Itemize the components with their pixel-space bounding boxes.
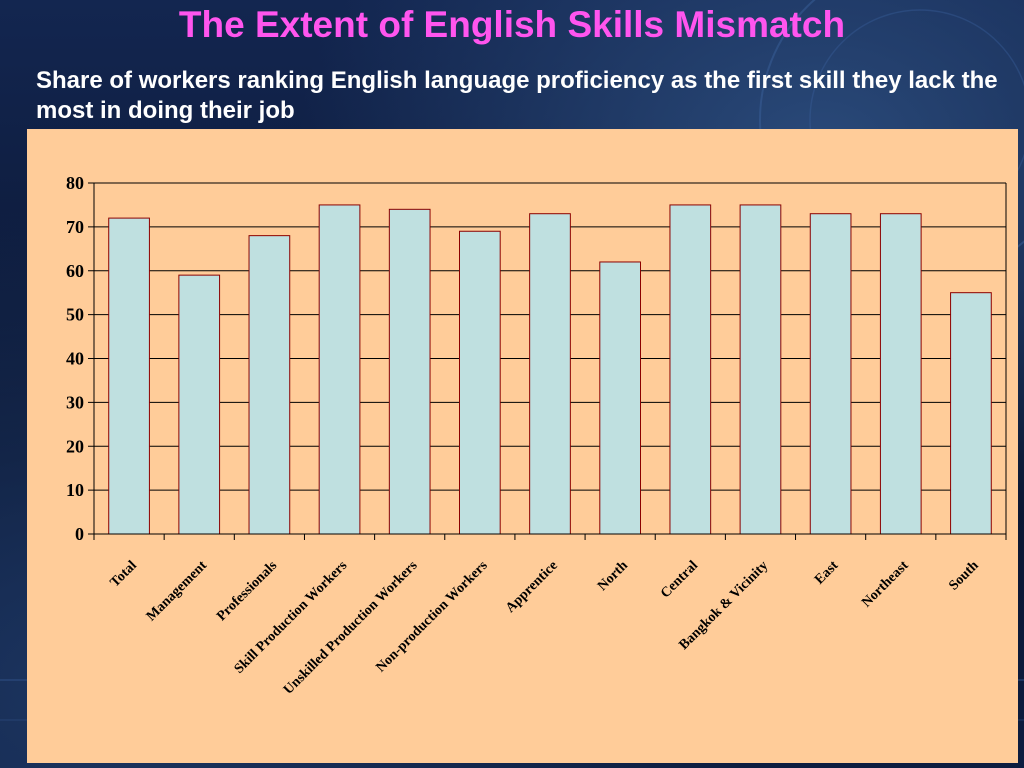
bar	[178, 274, 221, 535]
y-tick-label: 70	[66, 217, 84, 237]
bar	[669, 204, 712, 535]
bar	[739, 204, 782, 535]
bar	[248, 235, 291, 535]
bar	[318, 204, 361, 535]
slide-title: The Extent of English Skills Mismatch	[178, 4, 846, 45]
x-category-label: Apprentice	[503, 558, 561, 616]
x-category-label: Non-production Workers	[373, 558, 491, 676]
y-tick-label: 80	[66, 173, 84, 193]
bar	[879, 213, 922, 535]
slide-subtitle: Share of workers ranking English languag…	[36, 67, 998, 124]
x-category-label: Management	[144, 558, 210, 624]
x-category-label: Total	[108, 558, 140, 590]
bar	[388, 208, 431, 535]
bar	[950, 292, 992, 535]
y-tick-label: 40	[66, 349, 84, 369]
bar	[599, 261, 641, 535]
y-tick-label: 0	[75, 524, 84, 544]
x-category-label: Skill Production Workers	[232, 558, 351, 677]
y-tick-label: 10	[66, 480, 84, 500]
bar-chart: 0 10 20 30 40 50 60 70 80 Total Management Professi…	[66, 173, 1007, 698]
bars	[108, 204, 992, 535]
y-tick-label: 20	[66, 436, 84, 456]
x-category-label: Central	[658, 558, 701, 601]
x-category-label: Professionals	[214, 558, 280, 624]
x-category-label: East	[812, 558, 842, 588]
chart-panel: 0 10 20 30 40 50 60 70 80 Total Management Professi…	[27, 129, 1018, 763]
x-category-label: Unskilled Production Workers	[281, 558, 421, 698]
bar	[108, 217, 150, 535]
bar	[529, 213, 571, 535]
y-tick-label: 30	[66, 392, 84, 412]
y-tick-label: 50	[66, 305, 84, 325]
bar	[809, 213, 852, 535]
y-tick-label: 60	[66, 261, 84, 281]
x-category-label: South	[946, 558, 982, 594]
x-category-label: Northeast	[859, 558, 912, 611]
bar	[459, 230, 501, 535]
x-category-label: North	[595, 558, 631, 594]
axes	[88, 182, 1007, 540]
